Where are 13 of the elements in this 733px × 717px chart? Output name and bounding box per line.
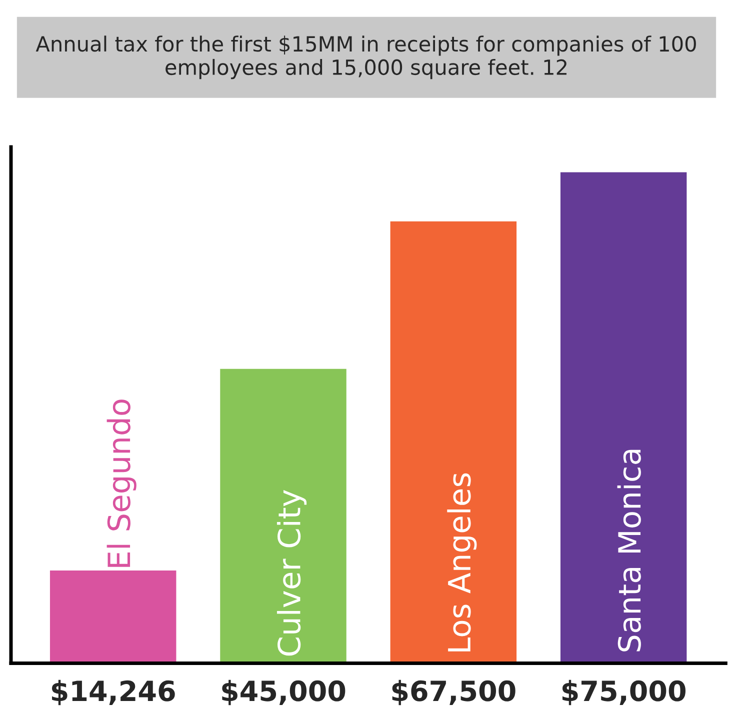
data-label: $75,000 xyxy=(562,680,686,706)
x-tick-label: Los Angeles xyxy=(447,473,477,652)
data-label: $14,246 xyxy=(52,680,175,706)
x-tick-label: Culver City xyxy=(276,490,307,656)
x-tick-label: El Segundo xyxy=(106,400,136,567)
bar xyxy=(388,220,518,664)
chart-title: Annual tax for the first $15MM in receipts for companies of 100 employees and 15,000 square feet. 12 xyxy=(36,36,696,80)
bar xyxy=(48,569,178,664)
data-label: $45,000 xyxy=(222,680,346,706)
data-label: $67,500 xyxy=(392,680,516,706)
bar xyxy=(218,368,348,664)
bar xyxy=(559,170,688,664)
x-tick-label: Santa Monica xyxy=(617,450,641,652)
